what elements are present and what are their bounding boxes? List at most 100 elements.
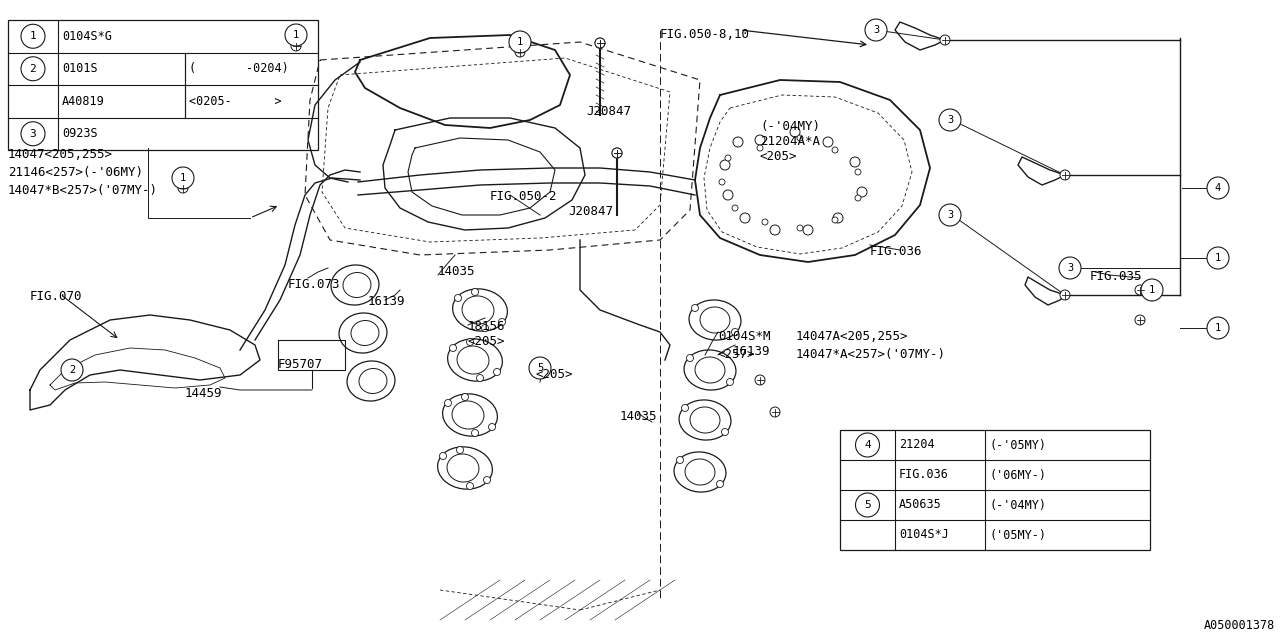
Text: 0104S*M: 0104S*M (718, 330, 771, 343)
Circle shape (1207, 247, 1229, 269)
Text: 2: 2 (29, 64, 36, 74)
Text: F95707: F95707 (278, 358, 323, 371)
Circle shape (677, 456, 684, 463)
Circle shape (489, 424, 495, 431)
Text: 3: 3 (29, 129, 36, 139)
Text: A50635: A50635 (899, 499, 942, 511)
Circle shape (719, 160, 730, 170)
Circle shape (20, 122, 45, 146)
Text: 0923S: 0923S (61, 127, 97, 140)
Circle shape (466, 339, 474, 346)
Text: 16139: 16139 (733, 345, 771, 358)
Text: FIG.035: FIG.035 (1091, 270, 1143, 283)
Circle shape (686, 355, 694, 362)
Text: FIG.036: FIG.036 (899, 468, 948, 481)
Circle shape (832, 147, 838, 153)
Text: 14047*B<257>('07MY-): 14047*B<257>('07MY-) (8, 184, 157, 197)
Circle shape (797, 225, 803, 231)
Circle shape (595, 38, 605, 48)
Text: (-'04MY): (-'04MY) (989, 499, 1046, 511)
Circle shape (1207, 177, 1229, 199)
Text: (       -0204): ( -0204) (189, 62, 289, 76)
Text: ('06MY-): ('06MY-) (989, 468, 1046, 481)
Circle shape (1059, 257, 1082, 279)
Circle shape (855, 195, 861, 201)
Circle shape (719, 179, 724, 185)
Text: <257>: <257> (718, 348, 755, 361)
Text: 21204: 21204 (899, 438, 934, 451)
Circle shape (681, 404, 689, 412)
Circle shape (449, 344, 457, 351)
Text: J20847: J20847 (586, 105, 631, 118)
Text: 2: 2 (69, 365, 76, 375)
Circle shape (612, 148, 622, 158)
Circle shape (740, 213, 750, 223)
Circle shape (803, 225, 813, 235)
Text: 14035: 14035 (620, 410, 658, 423)
Circle shape (755, 375, 765, 385)
Circle shape (178, 183, 188, 193)
Text: 14459: 14459 (186, 387, 223, 400)
Circle shape (20, 24, 45, 48)
Text: 1: 1 (1215, 253, 1221, 263)
Circle shape (61, 359, 83, 381)
Text: 3: 3 (873, 25, 879, 35)
Circle shape (756, 145, 763, 151)
Circle shape (823, 137, 833, 147)
Circle shape (723, 190, 733, 200)
Text: 14047A<205,255>: 14047A<205,255> (796, 330, 909, 343)
Text: FIG.050-2: FIG.050-2 (490, 190, 558, 203)
Circle shape (727, 378, 733, 385)
Circle shape (1140, 279, 1164, 301)
Text: (-'04MY)
21204A*A
<205>: (-'04MY) 21204A*A <205> (760, 120, 820, 163)
Text: 0104S*G: 0104S*G (61, 29, 111, 43)
Circle shape (691, 305, 699, 312)
Text: 1: 1 (180, 173, 186, 183)
Circle shape (509, 31, 531, 53)
Circle shape (20, 57, 45, 81)
Text: 14035: 14035 (438, 265, 475, 278)
Circle shape (940, 109, 961, 131)
Text: 5: 5 (864, 500, 870, 510)
Circle shape (865, 19, 887, 41)
Circle shape (291, 41, 301, 51)
Circle shape (466, 483, 474, 490)
Circle shape (940, 204, 961, 226)
Text: 21146<257>(-'06MY): 21146<257>(-'06MY) (8, 166, 143, 179)
Circle shape (484, 477, 490, 483)
Circle shape (731, 328, 739, 335)
Circle shape (790, 127, 800, 137)
Text: FIG.050-8,10: FIG.050-8,10 (660, 28, 750, 41)
Circle shape (498, 319, 506, 326)
Text: (-'05MY): (-'05MY) (989, 438, 1046, 451)
Circle shape (832, 217, 838, 223)
Text: 1: 1 (293, 30, 300, 40)
Text: <0205-      >: <0205- > (189, 95, 282, 108)
Circle shape (454, 294, 462, 301)
Text: 3: 3 (947, 115, 954, 125)
Circle shape (797, 135, 803, 141)
Text: FIG.036: FIG.036 (870, 245, 923, 258)
Circle shape (762, 219, 768, 225)
Circle shape (481, 324, 489, 332)
Text: 4: 4 (864, 440, 870, 450)
Bar (840, 430, 1149, 550)
Circle shape (771, 225, 780, 235)
Text: 14047<205,255>: 14047<205,255> (8, 148, 113, 161)
Circle shape (471, 429, 479, 436)
Circle shape (612, 148, 622, 158)
Circle shape (476, 374, 484, 381)
Text: 14047*A<257>('07MY-): 14047*A<257>('07MY-) (796, 348, 946, 361)
Circle shape (855, 433, 879, 457)
Circle shape (855, 169, 861, 175)
Circle shape (285, 24, 307, 46)
Circle shape (1135, 315, 1146, 325)
Circle shape (771, 407, 780, 417)
Text: 5: 5 (536, 363, 543, 373)
Bar (8, 20, 317, 150)
Text: 18156
<205>: 18156 <205> (468, 320, 506, 348)
Text: <205>: <205> (535, 368, 572, 381)
Circle shape (471, 289, 479, 296)
Circle shape (1207, 317, 1229, 339)
Circle shape (462, 394, 468, 401)
